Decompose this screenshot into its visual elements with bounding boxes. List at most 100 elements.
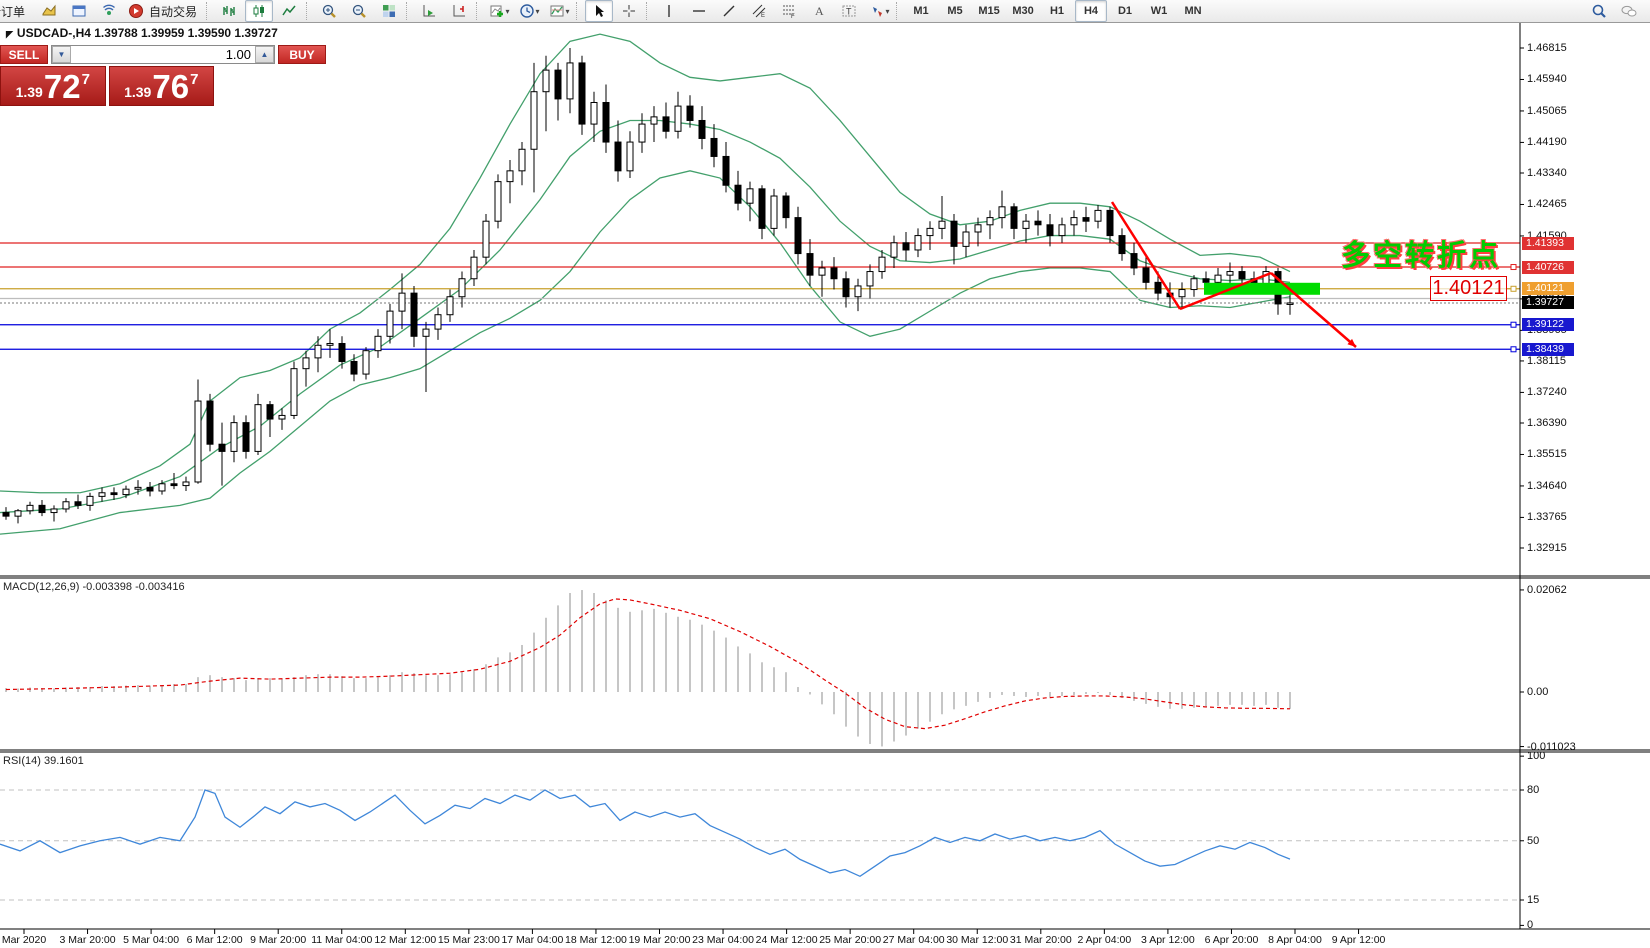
candle-body (470, 256, 478, 280)
candle-body (962, 231, 970, 247)
label-icon[interactable]: T (835, 0, 863, 22)
candle-body (650, 116, 658, 125)
chart-shift-icon[interactable] (445, 0, 473, 22)
candlestick-icon[interactable] (245, 0, 274, 22)
bar-chart-icon[interactable] (215, 0, 243, 22)
search-icon[interactable] (1585, 0, 1613, 22)
zoom-in-icon[interactable] (315, 0, 343, 22)
candle-body (554, 69, 562, 100)
sell-button[interactable]: SELL (0, 45, 48, 64)
candle-body (266, 404, 274, 420)
candle-body (398, 292, 406, 312)
candle-body (134, 486, 142, 490)
tile-windows-icon[interactable] (375, 0, 403, 22)
candle-body (314, 344, 322, 359)
candle-body (782, 195, 790, 219)
chevron-down-icon: ▾ (565, 6, 570, 16)
rsi-tick-label: 100 (1527, 750, 1546, 763)
trendline-icon[interactable] (715, 0, 743, 22)
zoom-out-icon[interactable] (345, 0, 373, 22)
chat-icon[interactable] (1615, 0, 1643, 22)
candle-body (1202, 278, 1210, 283)
volume-increase-button[interactable]: ▲ (255, 46, 274, 63)
timeframe-w1[interactable]: W1 (1150, 5, 1168, 17)
timeframe-d1[interactable]: D1 (1117, 5, 1133, 17)
periods-clock-icon[interactable]: ▾ (515, 0, 543, 22)
chevron-down-icon: ▾ (885, 6, 890, 16)
line-chart-icon[interactable] (275, 0, 303, 22)
volume-decrease-button[interactable]: ▼ (52, 46, 71, 63)
volume-input[interactable] (71, 46, 255, 63)
time-tick-label: 6 Mar 12:00 (186, 934, 243, 946)
candle-body (458, 278, 466, 298)
candle-body (1178, 289, 1186, 298)
candle-body (1154, 281, 1162, 294)
text-icon[interactable]: A (805, 0, 833, 22)
macd-signal-line (5, 598, 1291, 730)
bollinger-upper (0, 33, 1291, 494)
autoscroll-icon[interactable] (415, 0, 443, 22)
price-tick-label: 1.46815 (1527, 42, 1567, 54)
crosshair-icon[interactable] (615, 0, 643, 22)
timeframe-group: M1 M5 M15 M30 H1 H4 D1 W1 MN (904, 0, 1210, 22)
candle-body (254, 404, 262, 452)
window-icon[interactable] (65, 0, 93, 22)
separator (306, 2, 312, 20)
buy-quote[interactable]: 1.39 76 7 (108, 66, 214, 106)
timeframe-m30[interactable]: M30 (1012, 5, 1034, 17)
candle-body (674, 105, 682, 132)
new-chart-icon[interactable]: ▾ (485, 0, 513, 22)
price-tick-label: 1.34640 (1527, 479, 1567, 492)
time-tick-label: 27 Mar 04:00 (882, 934, 945, 946)
candle-body (734, 184, 742, 204)
candle-body (710, 137, 718, 157)
timeframe-m5[interactable]: M5 (947, 5, 963, 17)
autotrading-button[interactable]: 自动交易 (125, 0, 203, 22)
time-tick-label: 30 Mar 12:00 (946, 934, 1009, 946)
candle-body (278, 414, 286, 420)
candle-body (758, 188, 766, 229)
candle-body (2, 512, 10, 517)
timeframe-h4[interactable]: H4 (1075, 0, 1108, 22)
timeframe-m1[interactable]: M1 (913, 5, 929, 17)
horizontal-line-icon[interactable] (685, 0, 713, 22)
timeframe-mn[interactable]: MN (1184, 5, 1202, 17)
price-tick-label: 1.33765 (1527, 511, 1567, 524)
price-tick-label: 1.32915 (1527, 541, 1567, 554)
time-tick-label: 5 Mar 04:00 (123, 934, 180, 946)
sell-quote[interactable]: 1.39 72 7 (0, 66, 106, 106)
candle-body (362, 350, 370, 375)
candle-body (998, 206, 1006, 219)
signal-icon[interactable] (95, 0, 123, 22)
candle-body (638, 123, 646, 143)
timeframe-m15[interactable]: M15 (978, 5, 1000, 17)
candle-body (1046, 224, 1054, 237)
timeframe-h1[interactable]: H1 (1049, 5, 1065, 17)
candle-body (1118, 235, 1126, 255)
new-order-button[interactable]: 新订单 (0, 4, 26, 19)
buy-button[interactable]: BUY (278, 45, 326, 64)
candle-body (1070, 217, 1078, 226)
svg-text:T: T (846, 7, 852, 17)
profile-icon[interactable] (35, 0, 63, 22)
arrows-icon[interactable]: ▾ (865, 0, 893, 22)
svg-text:F: F (791, 14, 795, 19)
candle-body (602, 101, 610, 143)
cursor-icon[interactable] (585, 0, 614, 22)
candle-body (974, 224, 982, 233)
candle-body (302, 357, 310, 370)
time-tick-label: Mar 2020 (1, 934, 47, 946)
price-line-badge: 1.39122 (1522, 318, 1574, 332)
price-callout-box: 1.40121 (1430, 276, 1507, 301)
price-line-badge: 1.38439 (1522, 342, 1574, 356)
templates-icon[interactable]: ▾ (545, 0, 573, 22)
candle-body (686, 105, 694, 121)
candle-body (1286, 302, 1294, 305)
vertical-line-icon[interactable] (655, 0, 683, 22)
bollinger-lower (0, 170, 1291, 535)
fibonacci-icon[interactable]: F (775, 0, 803, 22)
channel-icon[interactable]: E (745, 0, 773, 22)
candle-body (1082, 217, 1090, 222)
